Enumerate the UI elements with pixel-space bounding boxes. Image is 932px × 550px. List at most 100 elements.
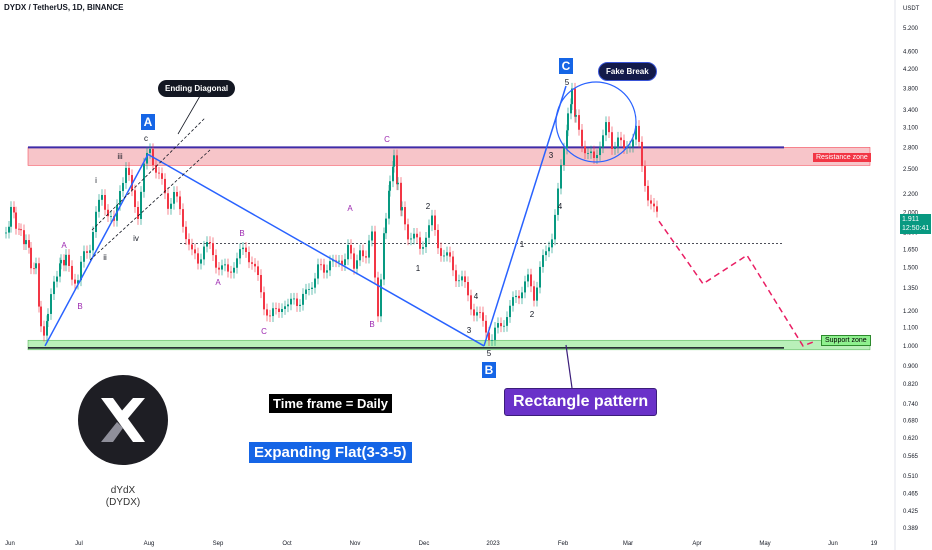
candle-body bbox=[38, 263, 40, 307]
candle-body bbox=[359, 250, 361, 261]
dydx-logo-icon bbox=[78, 375, 168, 465]
candle-body bbox=[557, 188, 559, 215]
candle-body bbox=[320, 264, 322, 266]
candle-body bbox=[35, 263, 37, 269]
time-tick: Feb bbox=[558, 541, 569, 547]
price-tick: 0.820 bbox=[903, 382, 919, 388]
candle-body bbox=[396, 155, 398, 185]
candle-body bbox=[467, 282, 469, 296]
candle-body bbox=[191, 244, 193, 250]
candle-body bbox=[233, 267, 235, 273]
candle-body bbox=[230, 271, 232, 273]
ending-diagonal-callout: Ending Diagonal bbox=[158, 80, 236, 97]
price-tick: 4.200 bbox=[903, 67, 919, 73]
candle-body bbox=[449, 252, 451, 257]
candle-body bbox=[371, 231, 373, 241]
candle-body bbox=[388, 190, 390, 219]
wave-label: 3 bbox=[467, 326, 472, 335]
wave-label: B bbox=[239, 229, 244, 238]
candle-body bbox=[500, 323, 502, 327]
candle-body bbox=[43, 326, 45, 336]
candle-body bbox=[431, 215, 433, 226]
candle-body bbox=[68, 254, 70, 266]
candle-body bbox=[461, 276, 463, 281]
candle-body bbox=[647, 185, 649, 201]
candle-body bbox=[503, 325, 505, 327]
price-tick: 1.100 bbox=[903, 326, 919, 332]
candle-body bbox=[314, 278, 316, 288]
candle-body bbox=[377, 277, 379, 317]
rectangle-pointer bbox=[565, 344, 573, 389]
candle-body bbox=[365, 256, 367, 258]
price-tick: 2.000 bbox=[903, 210, 919, 216]
candle-body bbox=[23, 230, 25, 245]
candle-body bbox=[134, 190, 136, 207]
symbol-header: DYDX / TetherUS, 1D, BINANCE bbox=[4, 3, 124, 12]
candle-body bbox=[574, 88, 576, 117]
candle-body bbox=[515, 295, 517, 298]
candle-body bbox=[464, 276, 466, 283]
time-tick: Nov bbox=[350, 541, 361, 547]
wave-label: A bbox=[61, 241, 67, 250]
candle-body bbox=[200, 259, 202, 264]
candle-body bbox=[60, 259, 62, 264]
candle-body bbox=[194, 249, 196, 254]
candle-body bbox=[254, 263, 256, 267]
candle-body bbox=[632, 139, 634, 147]
candle-body bbox=[302, 293, 304, 305]
candle-body bbox=[239, 249, 241, 259]
candle-body bbox=[587, 153, 589, 154]
candle-body bbox=[209, 242, 211, 244]
candle-body bbox=[563, 148, 565, 165]
time-tick: Dec bbox=[419, 541, 430, 547]
pattern-label: Expanding Flat(3-3-5) bbox=[249, 442, 412, 463]
candle-body bbox=[571, 88, 573, 105]
price-tick: 2.500 bbox=[903, 167, 919, 173]
candle-body bbox=[494, 327, 496, 340]
candle-body bbox=[605, 122, 607, 136]
price-tick: 0.510 bbox=[903, 474, 919, 480]
candle-body bbox=[15, 212, 17, 229]
last-price-value: 1.911 bbox=[902, 216, 919, 223]
candle-body bbox=[80, 261, 82, 281]
candle-body bbox=[83, 251, 85, 262]
price-tick: 5.200 bbox=[903, 26, 919, 32]
price-tick: 4.600 bbox=[903, 50, 919, 56]
wave-b-marker: B bbox=[482, 362, 496, 378]
wave-label: B bbox=[369, 320, 374, 329]
candle-body bbox=[419, 237, 421, 249]
candle-body bbox=[554, 214, 556, 240]
candle-body bbox=[25, 240, 27, 245]
candle-body bbox=[413, 233, 415, 239]
wave-label: 5 bbox=[565, 78, 570, 87]
candle-body bbox=[425, 237, 427, 248]
candle-body bbox=[491, 339, 493, 341]
candle-body bbox=[47, 313, 49, 322]
candle-body bbox=[470, 295, 472, 310]
candle-body bbox=[623, 140, 625, 148]
price-tick: 1.200 bbox=[903, 309, 919, 315]
candle-body bbox=[455, 270, 457, 282]
candle-body bbox=[347, 244, 349, 260]
candle-body bbox=[71, 265, 73, 280]
candle-body bbox=[92, 232, 94, 251]
candle-body bbox=[317, 264, 319, 279]
candle-body bbox=[344, 259, 346, 266]
price-tick: 0.900 bbox=[903, 364, 919, 370]
time-tick: Mar bbox=[623, 541, 633, 547]
candle-body bbox=[548, 247, 550, 252]
candle-body bbox=[257, 266, 259, 275]
fake-break-callout: Fake Break bbox=[598, 62, 657, 81]
wave-label: iv bbox=[133, 234, 139, 243]
candle-body bbox=[509, 305, 511, 318]
candle-body bbox=[65, 254, 67, 266]
price-tick: 0.565 bbox=[903, 454, 919, 460]
dydx-logo: dYdX (DYDX) bbox=[78, 375, 168, 509]
candle-body bbox=[275, 308, 277, 310]
candle-body bbox=[350, 244, 352, 254]
candle-body bbox=[266, 309, 268, 316]
candle-body bbox=[305, 289, 307, 294]
resistance-zone-label: Resistance zone bbox=[813, 153, 871, 162]
candle-body bbox=[227, 264, 229, 272]
candle-body bbox=[530, 274, 532, 287]
